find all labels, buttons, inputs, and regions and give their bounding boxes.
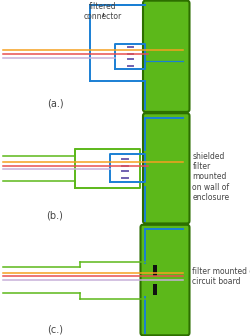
Text: (b.): (b.)	[46, 210, 64, 220]
FancyBboxPatch shape	[143, 113, 190, 223]
Text: filtered
connector: filtered connector	[84, 2, 122, 21]
Text: (a.): (a.)	[47, 98, 63, 109]
FancyBboxPatch shape	[140, 225, 190, 335]
Text: shielded
filter
mounted
on wall of
enclosure: shielded filter mounted on wall of enclo…	[192, 152, 230, 202]
Bar	[153, 284, 157, 295]
FancyBboxPatch shape	[143, 1, 190, 112]
Text: filter mounted on
circuit board: filter mounted on circuit board	[192, 267, 250, 286]
Bar	[153, 265, 157, 276]
Text: (c.): (c.)	[47, 324, 63, 334]
